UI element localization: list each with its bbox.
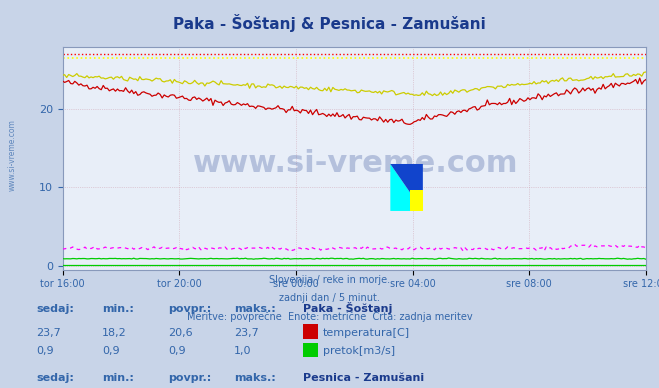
Text: pretok[m3/s]: pretok[m3/s] bbox=[323, 346, 395, 356]
Text: temperatura[C]: temperatura[C] bbox=[323, 327, 410, 338]
Text: maks.:: maks.: bbox=[234, 372, 275, 383]
Text: Paka - Šoštanj: Paka - Šoštanj bbox=[303, 302, 393, 314]
Text: www.si-vreme.com: www.si-vreme.com bbox=[192, 149, 518, 178]
Text: povpr.:: povpr.: bbox=[168, 304, 212, 314]
Text: min.:: min.: bbox=[102, 304, 134, 314]
Text: Paka - Šoštanj & Pesnica - Zamušani: Paka - Šoštanj & Pesnica - Zamušani bbox=[173, 14, 486, 31]
Bar bbox=[410, 190, 423, 211]
Text: 1,0: 1,0 bbox=[234, 346, 252, 356]
Polygon shape bbox=[390, 164, 423, 211]
Text: 0,9: 0,9 bbox=[102, 346, 120, 356]
Text: 18,2: 18,2 bbox=[102, 327, 127, 338]
Text: 0,9: 0,9 bbox=[168, 346, 186, 356]
Text: sedaj:: sedaj: bbox=[36, 304, 74, 314]
Text: 23,7: 23,7 bbox=[234, 327, 259, 338]
Text: 23,7: 23,7 bbox=[36, 327, 61, 338]
Text: Pesnica - Zamušani: Pesnica - Zamušani bbox=[303, 372, 424, 383]
Text: zadnji dan / 5 minut.: zadnji dan / 5 minut. bbox=[279, 293, 380, 303]
Text: maks.:: maks.: bbox=[234, 304, 275, 314]
Text: 0,9: 0,9 bbox=[36, 346, 54, 356]
Text: min.:: min.: bbox=[102, 372, 134, 383]
Text: 20,6: 20,6 bbox=[168, 327, 192, 338]
Text: sedaj:: sedaj: bbox=[36, 372, 74, 383]
Text: Meritve: povprečne  Enote: metrične  Črta: zadnja meritev: Meritve: povprečne Enote: metrične Črta:… bbox=[186, 310, 473, 322]
Text: Slovenija / reke in morje.: Slovenija / reke in morje. bbox=[269, 275, 390, 286]
Text: www.si-vreme.com: www.si-vreme.com bbox=[8, 119, 17, 191]
Text: povpr.:: povpr.: bbox=[168, 372, 212, 383]
Polygon shape bbox=[390, 164, 423, 211]
